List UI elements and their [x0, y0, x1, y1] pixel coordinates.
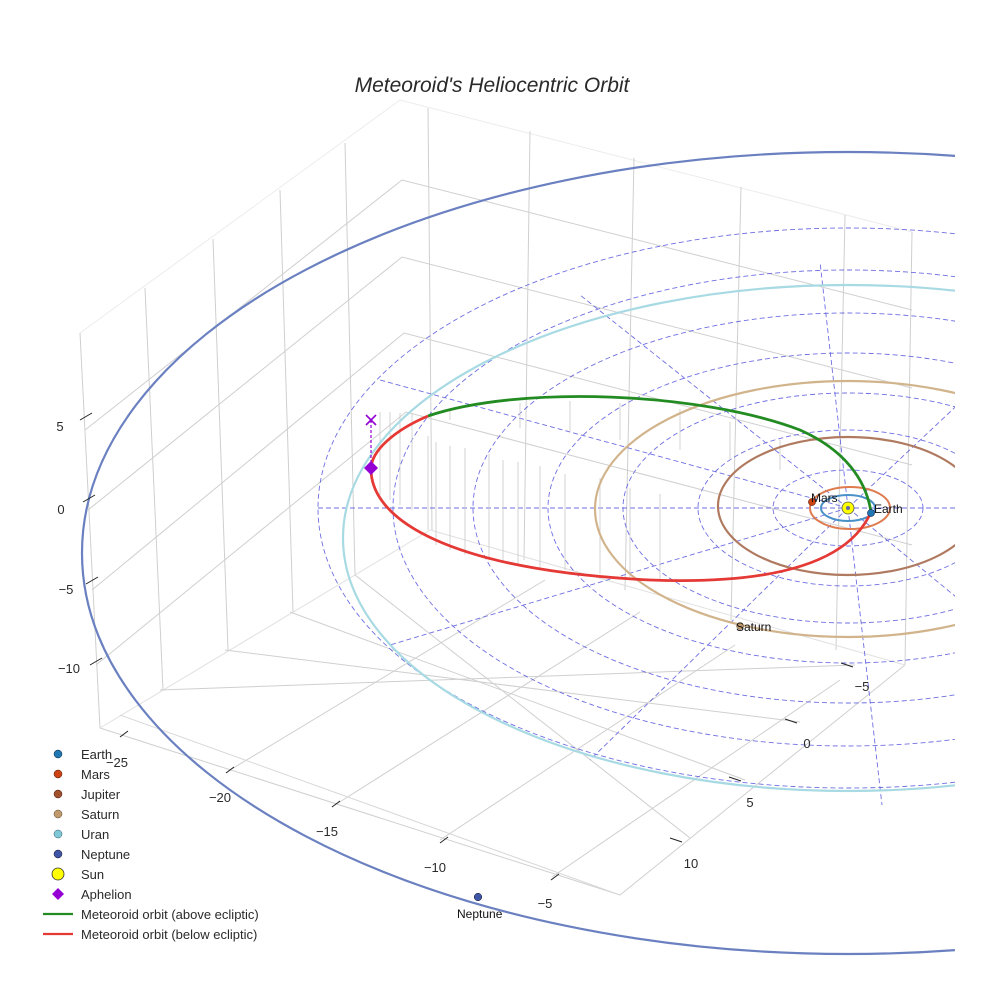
x-tick-neg5: −5 [538, 896, 553, 911]
chart-title: Meteoroid's Heliocentric Orbit [354, 74, 630, 97]
legend-item-mars[interactable]: Mars [38, 764, 259, 784]
earth-orbit [820, 494, 876, 522]
y-axis: −5 0 5 10 [669, 662, 870, 871]
legend-item-orbit-above[interactable]: Meteoroid orbit (above ecliptic) [38, 904, 259, 924]
legend-label: Jupiter [81, 786, 121, 802]
x-axis: −25 −20 −15 −10 −5 [106, 730, 560, 911]
aphelion-marker[interactable] [364, 461, 378, 475]
z-tick-neg5: −5 [59, 582, 74, 597]
y-tick-neg5: −5 [855, 679, 870, 694]
legend-label: Meteoroid orbit (below ecliptic) [81, 926, 258, 942]
diamond-icon [52, 888, 64, 900]
x-tick-neg10: −10 [424, 860, 446, 875]
neptune-orbit [81, 151, 955, 955]
y-tick-5: 5 [746, 795, 753, 810]
x-tick-neg25: −25 [106, 755, 128, 770]
uranus-orbit [342, 283, 955, 793]
legend-label: Earth [81, 746, 113, 762]
legend-item-orbit-below[interactable]: Meteoroid orbit (below ecliptic) [38, 924, 259, 944]
legend-label: Saturn [81, 806, 120, 822]
sun-core [846, 506, 850, 510]
earth-marker[interactable] [867, 509, 875, 517]
legend-item-neptune[interactable]: Neptune [38, 844, 259, 864]
saturn-orbit [593, 379, 955, 639]
earth-label: Earth [874, 502, 903, 516]
legend: Earth Mars Jupiter Saturn Uran Neptune S… [38, 744, 259, 944]
mars-orbit [809, 486, 891, 530]
legend-item-jupiter[interactable]: Jupiter [38, 784, 259, 804]
y-tick-0: 0 [803, 736, 810, 751]
saturn-marker[interactable] [736, 622, 744, 630]
ecliptic-grid [317, 227, 955, 806]
saturn-dot-icon [53, 809, 63, 819]
neptune-label: Neptune [457, 907, 503, 921]
z-tick-0: 0 [57, 502, 64, 517]
mars-marker[interactable] [808, 498, 816, 506]
jupiter-orbit [716, 435, 955, 577]
mars-dot-icon [53, 769, 63, 779]
legend-item-aphelion[interactable]: Aphelion [38, 884, 259, 904]
meteoroid-orbit-below [369, 414, 873, 582]
z-tick-neg10: −10 [58, 661, 80, 676]
legend-label: Mars [81, 766, 110, 782]
legend-label: Uran [81, 826, 110, 842]
legend-label: Sun [81, 866, 105, 882]
uran-dot-icon [53, 829, 63, 839]
sun-dot-icon [51, 867, 65, 881]
x-tick-neg20: −20 [209, 790, 231, 805]
neptune-marker[interactable] [473, 892, 483, 902]
x-tick-neg15: −15 [316, 824, 338, 839]
legend-label: Aphelion [81, 886, 132, 902]
legend-label: Neptune [81, 846, 131, 862]
meteoroid-orbit-above [427, 395, 873, 513]
mars-label: Mars [811, 491, 838, 505]
red-line-icon [43, 932, 73, 936]
earth-dot-icon [53, 749, 63, 759]
aphelion-projection-x-icon [365, 414, 377, 426]
orbit-droplines [379, 401, 781, 579]
legend-item-uran[interactable]: Uran [38, 824, 259, 844]
y-tick-10: 10 [684, 856, 698, 871]
legend-item-saturn[interactable]: Saturn [38, 804, 259, 824]
z-axis: 5 0 −5 −10 [56, 412, 103, 676]
green-line-icon [43, 912, 73, 916]
legend-item-earth[interactable]: Earth [38, 744, 259, 764]
neptune-dot-icon [53, 849, 63, 859]
legend-label: Meteoroid orbit (above ecliptic) [81, 906, 259, 922]
z-tick-5: 5 [56, 419, 63, 434]
saturn-label: Saturn [736, 620, 771, 634]
jupiter-dot-icon [53, 789, 63, 799]
legend-item-sun[interactable]: Sun [38, 864, 259, 884]
